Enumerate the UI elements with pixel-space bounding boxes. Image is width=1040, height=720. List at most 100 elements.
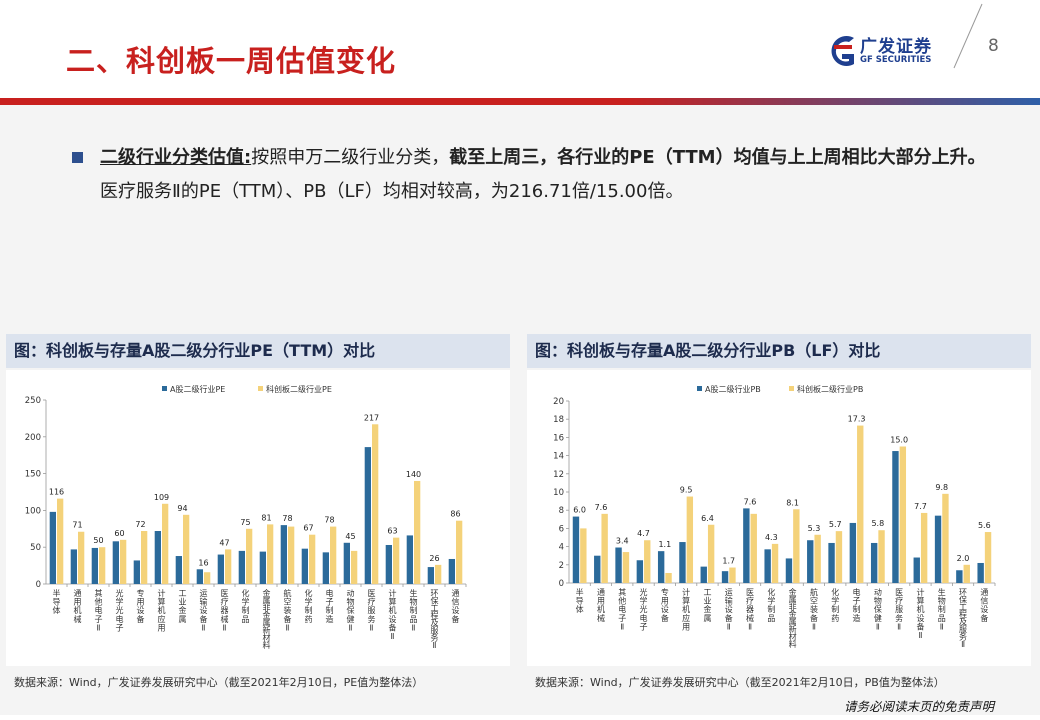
bar-科创板二级行业PE [267, 524, 274, 584]
data-label: 9.8 [935, 483, 948, 492]
bar-A股二级行业PB [892, 451, 899, 583]
bar-A股二级行业PE [91, 547, 98, 584]
y-tick-label: 12 [553, 470, 564, 480]
x-tick-label: 专用设备 [137, 588, 145, 624]
summary-text-1: 按照申万二级行业分类， [251, 147, 450, 168]
data-label: 5.7 [829, 520, 842, 529]
data-label: 5.8 [871, 519, 884, 528]
data-label: 116 [49, 488, 64, 497]
data-label: 63 [387, 527, 397, 536]
x-tick-label: 化学制品 [242, 588, 250, 624]
bar-科创板二级行业PB [729, 567, 736, 583]
summary-lead: 二级行业分类估值: [100, 147, 252, 168]
y-tick-label: 0 [36, 580, 41, 590]
bar-科创板二级行业PB [984, 532, 992, 583]
bar-科创板二级行业PE [435, 564, 442, 584]
bar-科创板二级行业PB [878, 530, 885, 583]
x-tick-label: 运输设备 Ⅱ [200, 589, 208, 632]
y-tick-label: 8 [559, 506, 564, 516]
x-tick-label: 计算机设备 Ⅱ [916, 587, 924, 640]
x-tick-label: 专用设备 [661, 587, 669, 623]
y-tick-label: 0 [559, 579, 564, 589]
data-label: 81 [261, 513, 271, 522]
page-number: 8 [988, 36, 999, 56]
bullet-square-icon [72, 152, 83, 163]
bar-A股二级行业PB [679, 542, 686, 583]
bar-A股二级行业PB [743, 508, 750, 583]
bar-A股二级行业PE [343, 542, 350, 584]
data-label: 4.7 [637, 529, 650, 538]
bar-科创板二级行业PE [372, 424, 379, 584]
bar-科创板二级行业PB [793, 509, 800, 583]
data-label: 47 [219, 538, 229, 547]
x-tick-label: 半导体 [576, 587, 584, 614]
x-tick-label: 医疗服务 Ⅱ [368, 589, 376, 632]
data-label: 5.6 [978, 521, 991, 530]
bar-科创板二级行业PE [78, 531, 85, 584]
x-tick-label: 动物保健 Ⅱ [874, 587, 882, 631]
bar-科创板二级行业PE [162, 503, 169, 584]
data-label: 7.7 [914, 502, 927, 511]
bar-科创板二级行业PB [835, 531, 843, 583]
bar-A股二级行业PE [385, 544, 392, 584]
y-tick-label: 50 [30, 543, 41, 553]
bar-科创板二级行业PE [204, 572, 211, 584]
pb-chart: A股二级行业PB 科创板二级行业PB 0 2 4 6 8 10 12 14 16 18 20 6.0 半导体… [553, 384, 996, 649]
data-label: 86 [450, 510, 460, 519]
y-tick-label: 100 [25, 506, 41, 516]
bar-科创板二级行业PE [393, 537, 400, 584]
y-tick-label: 2 [559, 561, 564, 571]
x-tick-label: 化学制药 [831, 587, 839, 623]
y-tick-label: 16 [553, 433, 564, 443]
bar-A股二级行业PB [657, 551, 665, 583]
y-tick-label: 200 [25, 433, 41, 443]
bar-A股二级行业PE [427, 567, 434, 584]
bar-科创板二级行业PB [601, 513, 608, 583]
bar-A股二级行业PE [196, 569, 203, 584]
data-label: 15.0 [890, 436, 908, 445]
bar-A股二级行业PE [70, 549, 77, 584]
bar-科创板二级行业PE [330, 526, 337, 584]
bar-科创板二级行业PB [942, 493, 949, 583]
data-label: 4.3 [765, 533, 778, 542]
y-tick-label: 18 [553, 415, 564, 425]
y-tick-label: 20 [553, 397, 564, 407]
data-label: 26 [429, 554, 439, 563]
data-label: 67 [303, 524, 313, 533]
data-label: 7.6 [595, 503, 608, 512]
data-label: 1.7 [722, 557, 735, 566]
x-tick-label: 航空装备 Ⅱ [810, 587, 818, 631]
data-label: 17.3 [848, 415, 866, 424]
data-label: 16 [198, 558, 208, 567]
logo-name-en: GF SECURITIES [860, 55, 932, 65]
data-label: 6.0 [573, 506, 586, 515]
x-tick-label: 医疗器械 Ⅱ [746, 588, 754, 631]
x-tick-label: 动物保健 Ⅱ [347, 588, 355, 632]
x-tick-label: 通信设备 [980, 587, 988, 623]
bar-A股二级行业PB [764, 549, 771, 583]
bar-A股二级行业PE [322, 552, 329, 584]
bar-A股二级行业PE [406, 535, 413, 584]
x-tick-label: 航空装备 Ⅱ [284, 588, 292, 632]
x-tick-label: 工业金属 [179, 589, 187, 624]
y-tick-label: 10 [553, 488, 564, 498]
x-tick-label: 工业金属 [703, 588, 711, 623]
pb-chart-body: A股二级行业PB 科创板二级行业PB 0 2 4 6 8 10 12 14 16 18 20 6.0 半导体… [527, 370, 1031, 666]
bar-科创板二级行业PB [899, 446, 907, 583]
legend-label: A股二级行业PB [705, 384, 761, 394]
legend-swatch [789, 386, 794, 391]
bar-A股二级行业PE [49, 511, 56, 584]
bar-A股二级行业PB [807, 540, 814, 583]
data-label: 2.0 [957, 554, 970, 563]
disclaimer-text: 请务必阅读末页的免责声明 [844, 699, 995, 714]
header-rule [0, 98, 1040, 105]
pb-chart-source: 数据来源：Wind，广发证券发展研究中心（截至2021年2月10日，PB值为整体… [535, 676, 945, 689]
legend-label: A股二级行业PE [170, 384, 225, 394]
bar-A股二级行业PB [594, 555, 601, 583]
data-label: 3.4 [616, 537, 629, 546]
bar-A股二级行业PE [217, 554, 224, 584]
bar-科创板二级行业PE [456, 520, 463, 584]
data-label: 109 [154, 493, 169, 502]
company-logo: 广发证券 GF SECURITIES [824, 30, 944, 74]
x-tick-label: 医疗器械 Ⅱ [221, 589, 229, 632]
